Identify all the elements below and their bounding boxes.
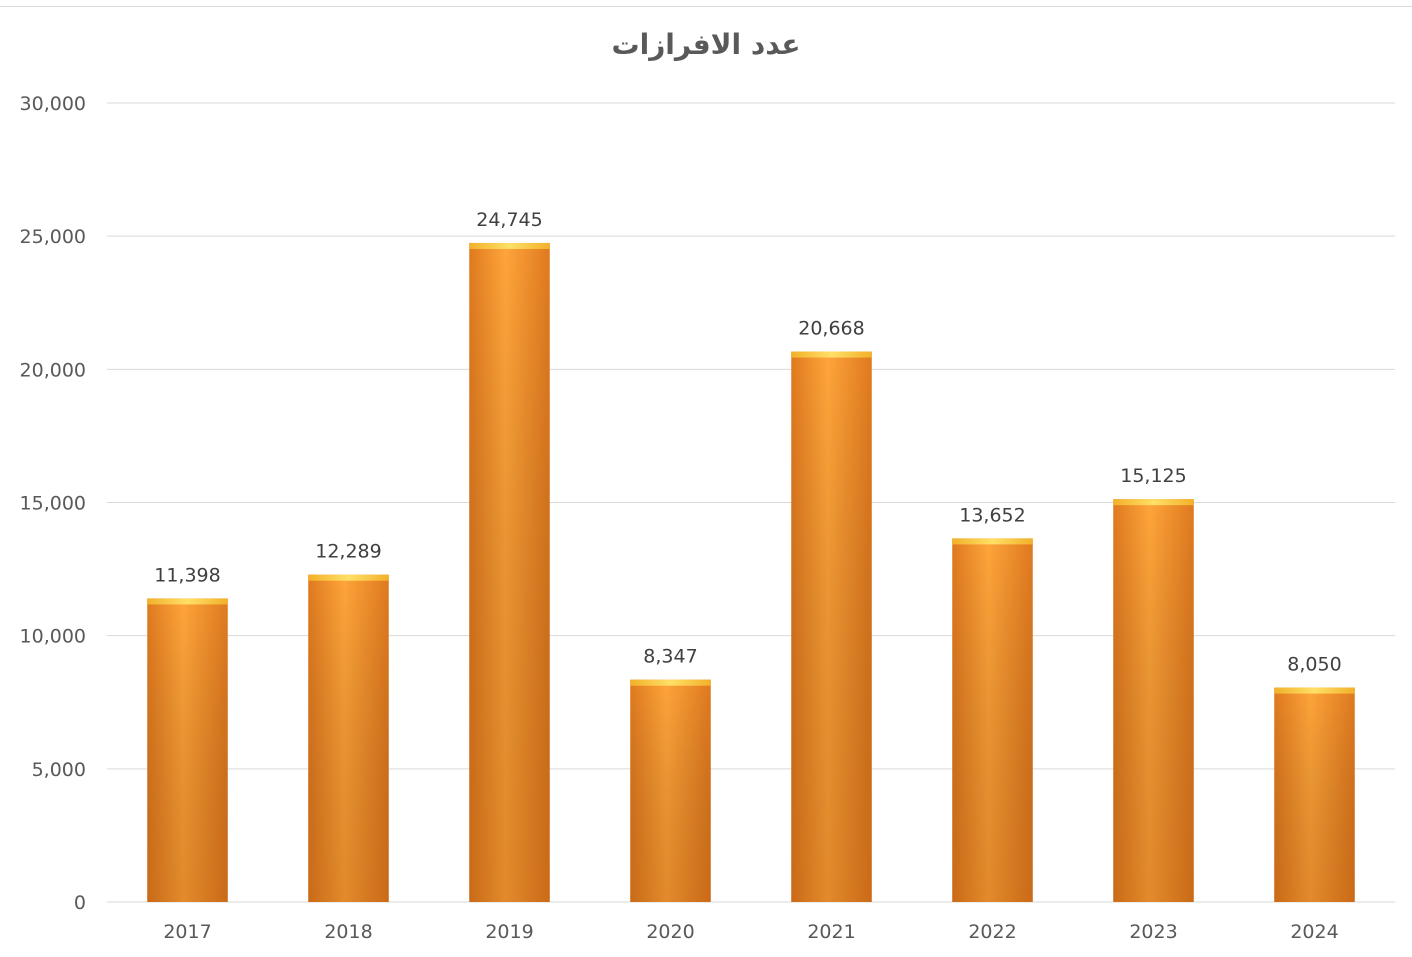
bar-2024	[1274, 687, 1355, 902]
x-tick-label: 2024	[1290, 921, 1338, 943]
bar-shade	[952, 538, 1033, 902]
chart-title: عدد الافرازات	[611, 28, 801, 61]
y-tick-label: 15,000	[20, 493, 86, 515]
bar-shade	[1274, 687, 1355, 902]
y-axis: 0 5,000 10,000 15,000 20,000 25,000 30,000	[20, 93, 86, 914]
data-label: 20,668	[798, 318, 864, 340]
x-tick-label: 2022	[968, 921, 1016, 943]
data-label: 15,125	[1120, 465, 1186, 487]
data-label: 8,347	[643, 646, 697, 668]
data-label: 13,652	[959, 504, 1025, 526]
bars	[147, 242, 1355, 903]
bar-2018	[308, 574, 389, 902]
data-label: 11,398	[154, 564, 220, 586]
bar-top-highlight	[630, 679, 711, 686]
bar-2022	[952, 538, 1033, 902]
x-tick-label: 2019	[485, 921, 533, 943]
bar-shade	[147, 598, 228, 902]
x-tick-label: 2023	[1129, 921, 1177, 943]
bar-top-highlight	[469, 242, 550, 249]
data-label: 8,050	[1287, 654, 1341, 676]
bar-top-highlight	[147, 598, 228, 605]
bar-shade	[1113, 499, 1194, 902]
bar-2017	[147, 598, 228, 902]
bar-shade	[469, 242, 550, 903]
bar-2020	[630, 679, 711, 902]
bar-top-highlight	[952, 538, 1033, 545]
bar-2021	[791, 351, 872, 903]
gridlines	[107, 102, 1395, 903]
bar-top-highlight	[791, 351, 872, 358]
x-tick-label: 2021	[807, 921, 855, 943]
bar-shade	[791, 351, 872, 903]
bar-shade	[630, 679, 711, 902]
y-tick-label: 10,000	[20, 626, 86, 648]
chart-top-border	[0, 6, 1412, 7]
bar-top-highlight	[1274, 687, 1355, 694]
y-tick-label: 25,000	[20, 226, 86, 248]
x-tick-label: 2020	[646, 921, 694, 943]
bar-top-highlight	[1113, 499, 1194, 506]
bar-2023	[1113, 499, 1194, 902]
bar-shade	[308, 574, 389, 902]
x-tick-label: 2017	[163, 921, 211, 943]
x-tick-label: 2018	[324, 921, 372, 943]
data-label: 12,289	[315, 541, 381, 563]
y-tick-label: 5,000	[32, 759, 86, 781]
x-axis: 2017 2018 2019 2020 2021 2022 2023 2024	[163, 921, 1338, 943]
y-tick-label: 20,000	[20, 359, 86, 381]
bar-2019	[469, 242, 550, 903]
y-tick-label: 30,000	[20, 93, 86, 115]
data-label: 24,745	[476, 209, 542, 231]
data-labels: 11,398 12,289 24,745 8,347 20,668 13,652 15,12…	[154, 209, 1341, 676]
y-tick-label: 0	[74, 892, 86, 914]
bar-top-highlight	[308, 574, 389, 581]
